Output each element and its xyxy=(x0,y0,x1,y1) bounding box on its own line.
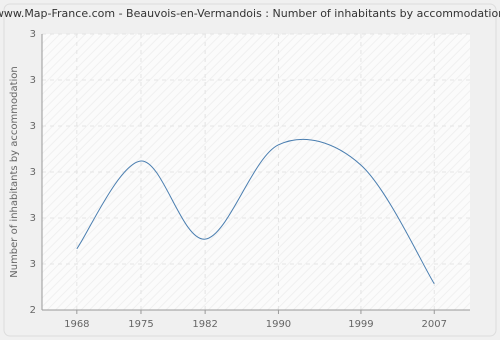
x-tick-label: 1975 xyxy=(128,319,153,330)
y-tick-label: 3 xyxy=(30,167,36,178)
x-tick-label: 2007 xyxy=(422,319,447,330)
y-tick-label: 2 xyxy=(30,305,36,316)
x-tick-label: 1982 xyxy=(192,319,217,330)
y-tick-label: 3 xyxy=(30,213,36,224)
x-tick-label: 1990 xyxy=(266,319,291,330)
y-tick-label: 3 xyxy=(30,259,36,270)
y-tick-label: 3 xyxy=(30,75,36,86)
y-tick-label: 3 xyxy=(30,29,36,40)
line-series xyxy=(76,138,435,285)
y-axis-label: Number of inhabitants by accommodation xyxy=(9,66,20,278)
plot-area xyxy=(42,34,470,310)
x-tick-label: 1999 xyxy=(348,319,373,330)
chart-title: www.Map-France.com - Beauvois-en-Vermand… xyxy=(0,7,500,20)
x-tick-label: 1968 xyxy=(64,319,89,330)
y-tick-label: 3 xyxy=(30,121,36,132)
